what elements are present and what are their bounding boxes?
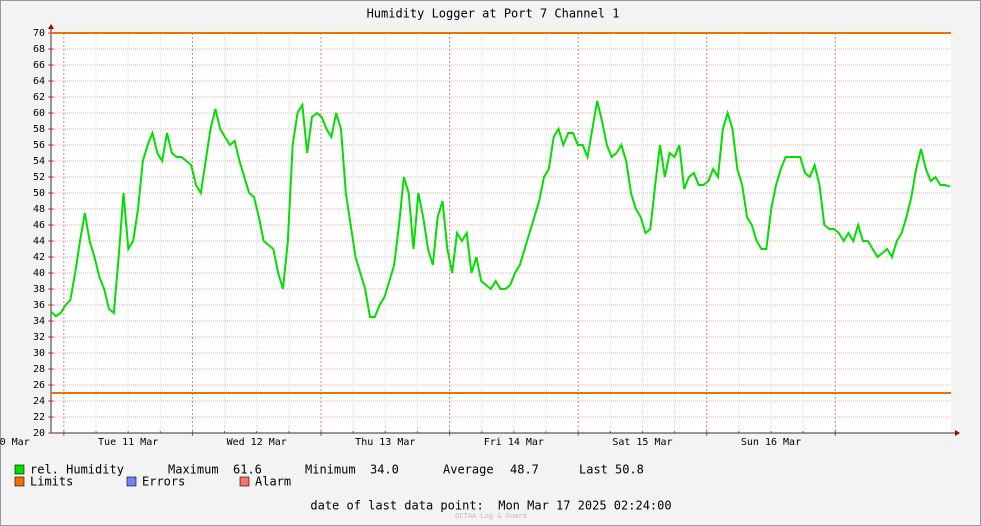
data-line <box>50 100 951 318</box>
y-tick-label: 34 <box>33 316 45 327</box>
stat-value: 34.0 <box>370 463 399 477</box>
stat-label: Maximum <box>168 463 219 477</box>
stat-label: Last <box>579 463 608 477</box>
stat-label: Average <box>443 463 494 477</box>
stat-label: Minimum <box>305 463 356 477</box>
y-tick-label: 58 <box>33 124 45 135</box>
y-tick-label: 26 <box>33 380 45 391</box>
y-tick-label: 40 <box>33 268 45 279</box>
y-tick-label: 50 <box>33 188 45 199</box>
y-tick-label: 46 <box>33 220 45 231</box>
y-tick-label: 66 <box>33 60 45 71</box>
x-tick-label: Sat 15 Mar <box>612 437 672 448</box>
x-tick-label: Mon 10 Mar <box>0 437 30 448</box>
x-tick-label: Tue 11 Mar <box>98 437 158 448</box>
legend-swatch <box>239 476 250 487</box>
legend-label: Limits <box>30 475 73 489</box>
legend-swatch <box>14 464 25 475</box>
stat-value: 61.6 <box>233 463 262 477</box>
legend-swatch <box>14 476 25 487</box>
legend-label: Alarm <box>255 475 291 489</box>
x-tick-label: Thu 13 Mar <box>355 437 415 448</box>
x-tick-label: Wed 12 Mar <box>227 437 287 448</box>
footer: date of last data point: Mon Mar 17 2025… <box>310 499 671 513</box>
y-tick-label: 28 <box>33 364 45 375</box>
x-arrow <box>955 430 960 436</box>
legend-swatch <box>126 476 137 487</box>
y-tick-label: 54 <box>33 156 45 167</box>
y-tick-label: 22 <box>33 412 45 423</box>
y-tick-label: 60 <box>33 108 45 119</box>
y-tick-label: 30 <box>33 348 45 359</box>
y-tick-label: 20 <box>33 428 45 439</box>
y-tick-label: 44 <box>33 236 45 247</box>
y-tick-label: 62 <box>33 92 45 103</box>
watermark: OCTAA Log & Guard <box>455 512 527 520</box>
legend-label: rel. Humidity <box>30 463 124 477</box>
y-tick-label: 56 <box>33 140 45 151</box>
y-tick-label: 24 <box>33 396 45 407</box>
y-tick-label: 42 <box>33 252 45 263</box>
y-tick-label: 52 <box>33 172 45 183</box>
y-tick-label: 68 <box>33 44 45 55</box>
y-tick-label: 70 <box>33 28 45 39</box>
x-tick-label: Sun 16 Mar <box>741 437 801 448</box>
y-tick-label: 32 <box>33 332 45 343</box>
y-arrow <box>48 24 54 29</box>
y-tick-label: 48 <box>33 204 45 215</box>
stat-value: 48.7 <box>510 463 539 477</box>
plot-area <box>51 33 951 433</box>
y-tick-label: 64 <box>33 76 45 87</box>
y-tick-label: 38 <box>33 284 45 295</box>
y-tick-label: 36 <box>33 300 45 311</box>
chart-title: Humidity Logger at Port 7 Channel 1 <box>367 7 620 21</box>
legend-label: Errors <box>142 475 185 489</box>
x-tick-label: Fri 14 Mar <box>484 437 544 448</box>
stat-value: 50.8 <box>615 463 644 477</box>
